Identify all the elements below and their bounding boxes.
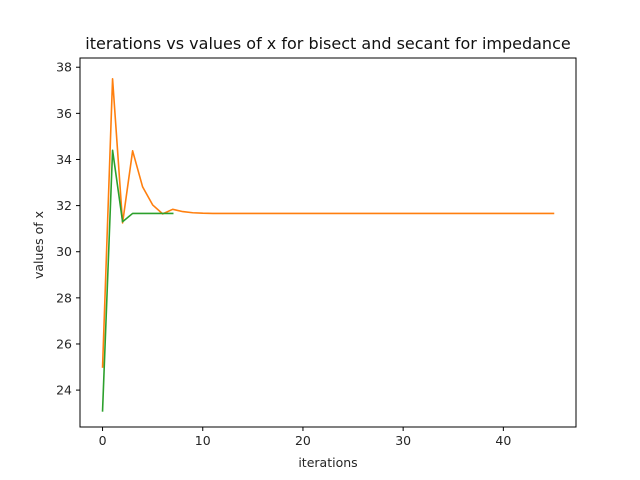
- x-axis-label: iterations: [298, 455, 357, 470]
- plot-area: [79, 57, 577, 428]
- axes-frame: [79, 57, 577, 428]
- y-tick-label: 38: [56, 60, 72, 75]
- y-tick-label: 28: [56, 290, 72, 305]
- x-tick-label: 20: [295, 433, 311, 448]
- x-tick-label: 0: [99, 433, 107, 448]
- chart-title: iterations vs values of x for bisect and…: [85, 34, 570, 53]
- y-tick-label: 34: [56, 152, 72, 167]
- x-tick-label: 30: [395, 433, 411, 448]
- y-axis: 24 26 28 30 32 34 36 38: [56, 60, 80, 398]
- y-tick-label: 36: [56, 106, 72, 121]
- series-line-1: [101, 77, 555, 368]
- x-tick-label: 10: [195, 433, 211, 448]
- y-tick-label: 32: [56, 198, 72, 213]
- x-axis: 0 10 20 30 40: [99, 427, 511, 448]
- y-tick-label: 24: [56, 383, 72, 398]
- y-tick-label: 30: [56, 244, 72, 259]
- x-tick-label: 40: [495, 433, 511, 448]
- series-layer: [101, 77, 555, 412]
- y-tick-label: 26: [56, 336, 72, 351]
- y-axis-label: values of x: [31, 211, 46, 279]
- series-line-2: [101, 149, 174, 412]
